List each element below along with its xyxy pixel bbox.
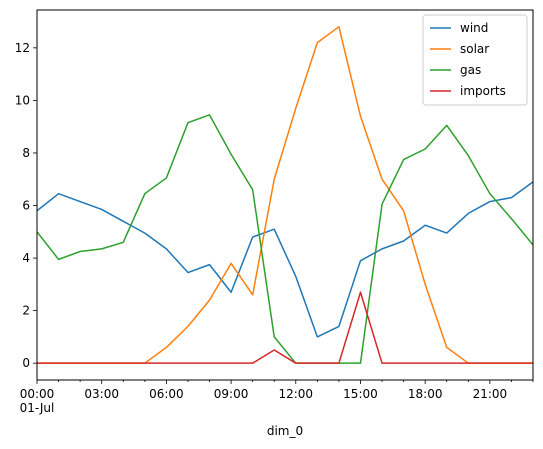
y-tick-label: 8	[22, 146, 30, 160]
x-tick-label: 21:00	[473, 387, 508, 401]
x-tick-label: 12:00	[278, 387, 313, 401]
legend-label-imports: imports	[460, 84, 506, 98]
y-axis: 0 2 4 6 8 10 12	[15, 41, 37, 370]
x-tick-sublabel: 01-Jul	[20, 401, 55, 415]
series-line-gas	[36, 114, 534, 364]
y-tick-label: 10	[15, 93, 30, 107]
y-tick-label: 4	[22, 251, 30, 265]
x-tick-label: 03:00	[84, 387, 119, 401]
plot-frame	[36, 9, 534, 381]
series-line-wind	[36, 181, 534, 338]
x-tick-label: 00:00	[20, 387, 55, 401]
x-tick-label: 06:00	[149, 387, 184, 401]
y-tick-label: 0	[22, 356, 30, 370]
y-tick-label: 6	[22, 199, 30, 213]
legend-label-gas: gas	[460, 63, 481, 77]
y-tick-label: 2	[22, 304, 30, 318]
x-tick-label: 09:00	[214, 387, 249, 401]
legend-label-wind: wind	[460, 21, 488, 35]
x-tick-label: 15:00	[343, 387, 378, 401]
legend: wind solar gas imports	[422, 14, 528, 106]
series-line-imports	[37, 291, 533, 364]
legend-box	[422, 14, 528, 106]
legend-label-solar: solar	[460, 42, 489, 56]
x-tick-label: 18:00	[408, 387, 443, 401]
series-layer	[36, 26, 534, 364]
x-axis-label: dim_0	[267, 424, 303, 438]
y-tick-label: 12	[15, 41, 30, 55]
